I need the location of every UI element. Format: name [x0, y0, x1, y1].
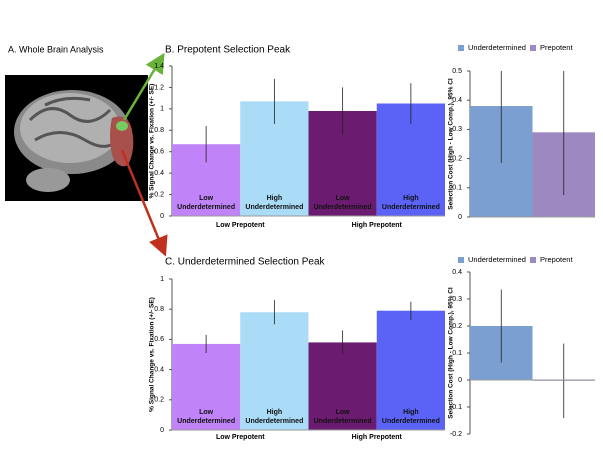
y-tick-label: 0.4 — [452, 97, 462, 104]
legend-swatch — [458, 45, 464, 51]
y-tick-label: 0.8 — [154, 306, 164, 313]
y-tick-label: 0 — [160, 427, 164, 434]
arrow — [120, 149, 168, 257]
y-tick-label: 0.6 — [154, 149, 164, 156]
bar — [240, 312, 309, 430]
category-label: Low Underdetermined — [313, 195, 372, 211]
category-label: High Underdetermined — [381, 409, 440, 425]
group-label: High Prepotent — [352, 222, 403, 229]
bar — [376, 310, 445, 430]
y-axis-label: % Signal Change vs. Fixation (+/- SE) — [149, 84, 156, 199]
y-tick-label: 0.4 — [154, 366, 164, 373]
y-tick-label: 0.8 — [154, 127, 164, 134]
brain-image — [5, 75, 148, 201]
legend-label: Prepotent — [540, 255, 573, 264]
legend-label: Underdetermined — [468, 43, 526, 52]
category-label: Low Underdetermined — [313, 409, 372, 425]
y-tick-label: -0.2 — [450, 431, 462, 438]
y-tick-label: 1 — [160, 106, 164, 113]
y-tick-label: -0.1 — [450, 404, 462, 411]
legend-swatch — [530, 257, 536, 263]
y-tick-label: 0.1 — [452, 350, 462, 357]
legend-label: Prepotent — [540, 43, 573, 52]
y-tick-label: 0 — [458, 377, 462, 384]
y-tick-label: 0.1 — [452, 185, 462, 192]
y-tick-label: 0.6 — [154, 336, 164, 343]
legend-swatch — [458, 257, 464, 263]
y-tick-label: 1.2 — [154, 84, 164, 91]
plot — [470, 71, 595, 217]
chart-title: C. Underdetermined Selection Peak — [165, 257, 326, 268]
y-axis-label: Selection Cost (High - Low Comp.), 95% C… — [448, 287, 455, 419]
y-tick-label: 0.2 — [452, 323, 462, 330]
group-label: Low Prepotent — [216, 434, 265, 441]
y-tick-label: 0 — [160, 213, 164, 220]
bar — [172, 343, 241, 430]
arrow — [122, 52, 165, 121]
legend-swatch — [530, 45, 536, 51]
plot — [470, 289, 595, 419]
y-tick-label: 1 — [160, 276, 164, 283]
category-label: High Underdetermined — [381, 195, 440, 211]
plot — [172, 300, 445, 430]
y-tick-label: 0.4 — [452, 269, 462, 276]
y-axis-label: Selection Cost (High - Low Comp.), 95% C… — [448, 78, 455, 210]
y-axis-label: % Signal Change vs. Fixation (+/- SE) — [149, 297, 156, 412]
group-label: Low Prepotent — [216, 222, 265, 229]
chart-title: B. Prepotent Selection Peak — [165, 45, 291, 56]
y-tick-label: 0.2 — [452, 155, 462, 162]
legend-label: Underdetermined — [468, 255, 526, 264]
category-label: High Underdetermined — [245, 409, 304, 425]
y-tick-label: 0.3 — [452, 296, 462, 303]
category-label: High Underdetermined — [245, 195, 304, 211]
y-tick-label: 0.2 — [154, 191, 164, 198]
plot — [172, 78, 445, 216]
y-tick-label: 1.4 — [154, 63, 164, 70]
y-tick-label: 0.5 — [452, 68, 462, 75]
category-label: Low Underdetermined — [177, 409, 236, 425]
bar — [308, 342, 377, 430]
group-label: High Prepotent — [352, 434, 403, 441]
y-tick-label: 0.3 — [452, 126, 462, 133]
panel-title: A. Whole Brain Analysis — [8, 44, 104, 54]
category-label: Low Underdetermined — [177, 195, 236, 211]
y-tick-label: 0.2 — [154, 397, 164, 404]
y-tick-label: 0 — [458, 214, 462, 221]
y-tick-label: 0.4 — [154, 170, 164, 177]
